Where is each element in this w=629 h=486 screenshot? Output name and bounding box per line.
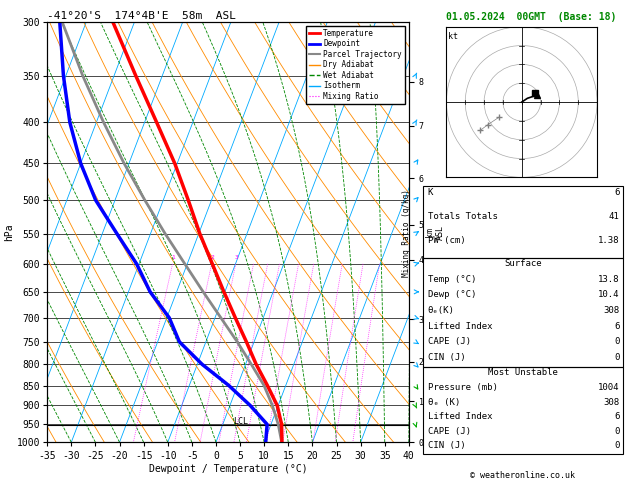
Text: Pressure (mb): Pressure (mb) <box>428 383 498 392</box>
Text: CIN (J): CIN (J) <box>428 353 465 362</box>
Text: θₑ(K): θₑ(K) <box>428 306 455 315</box>
Text: 1.38: 1.38 <box>598 236 620 245</box>
Text: 0: 0 <box>614 353 620 362</box>
Text: CAPE (J): CAPE (J) <box>428 337 470 346</box>
Text: θₑ (K): θₑ (K) <box>428 398 460 407</box>
X-axis label: Dewpoint / Temperature (°C): Dewpoint / Temperature (°C) <box>148 464 308 474</box>
Text: 01.05.2024  00GMT  (Base: 18): 01.05.2024 00GMT (Base: 18) <box>447 12 616 22</box>
Text: LCL: LCL <box>233 417 248 426</box>
Text: 1: 1 <box>172 255 175 260</box>
Text: Lifted Index: Lifted Index <box>428 412 493 421</box>
Text: Dewp (°C): Dewp (°C) <box>428 290 476 299</box>
Text: CAPE (J): CAPE (J) <box>428 427 470 436</box>
Text: 0: 0 <box>614 337 620 346</box>
Text: 6: 6 <box>614 322 620 330</box>
Text: kt: kt <box>448 33 459 41</box>
Text: 3: 3 <box>235 255 238 260</box>
Text: CIN (J): CIN (J) <box>428 441 465 451</box>
Text: © weatheronline.co.uk: © weatheronline.co.uk <box>470 471 575 480</box>
Text: Mixing Ratio (g/kg): Mixing Ratio (g/kg) <box>402 190 411 277</box>
Text: 6: 6 <box>614 412 620 421</box>
Text: Temp (°C): Temp (°C) <box>428 275 476 284</box>
Text: Lifted Index: Lifted Index <box>428 322 493 330</box>
Text: 13.8: 13.8 <box>598 275 620 284</box>
Text: 10.4: 10.4 <box>598 290 620 299</box>
Text: 0: 0 <box>614 427 620 436</box>
Text: 41: 41 <box>609 212 620 221</box>
Text: -41°20'S  174°4B'E  58m  ASL: -41°20'S 174°4B'E 58m ASL <box>47 11 236 21</box>
Text: Surface: Surface <box>504 259 542 268</box>
Text: PW (cm): PW (cm) <box>428 236 465 245</box>
Text: 1004: 1004 <box>598 383 620 392</box>
Text: 308: 308 <box>603 306 620 315</box>
Text: Most Unstable: Most Unstable <box>487 368 558 378</box>
Text: 308: 308 <box>603 398 620 407</box>
Text: 2: 2 <box>211 255 214 260</box>
Y-axis label: km
ASL: km ASL <box>425 225 444 240</box>
Text: K: K <box>428 188 433 197</box>
Y-axis label: hPa: hPa <box>4 223 14 241</box>
Text: Totals Totals: Totals Totals <box>428 212 498 221</box>
Legend: Temperature, Dewpoint, Parcel Trajectory, Dry Adiabat, Wet Adiabat, Isotherm, Mi: Temperature, Dewpoint, Parcel Trajectory… <box>306 26 405 104</box>
Text: 6: 6 <box>614 188 620 197</box>
Text: 0: 0 <box>614 441 620 451</box>
